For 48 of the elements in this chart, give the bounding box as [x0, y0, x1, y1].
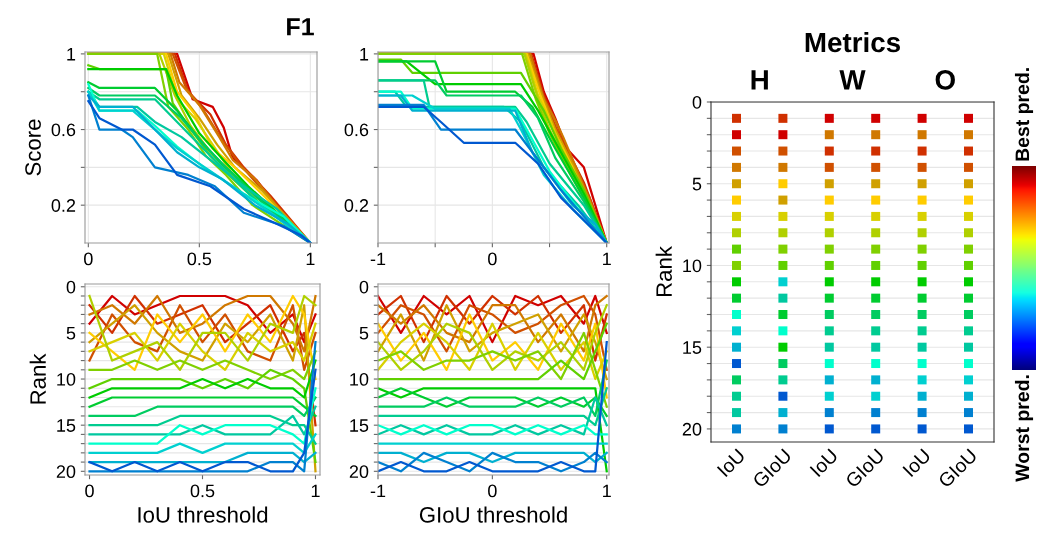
- y-tick-label: 0.2: [51, 199, 76, 212]
- x-tick-label: 0: [85, 484, 94, 498]
- x-tick-label: 0.5: [190, 484, 215, 498]
- y-tick-label: 5: [66, 327, 76, 340]
- text: Worst pred.: [1014, 375, 1034, 482]
- x-tick-label: IoU: [902, 448, 932, 478]
- x-tick-label: 0: [488, 484, 497, 498]
- text: Best pred.: [1014, 68, 1034, 161]
- y-tick-label: 10: [683, 259, 702, 273]
- y-tick-label: 5: [692, 177, 702, 191]
- y-tick-label: 0.2: [344, 199, 369, 212]
- text: W: [839, 70, 866, 90]
- y-tick-label: 15: [57, 419, 76, 432]
- x-tick-label: IoU: [809, 448, 839, 478]
- text: O: [935, 70, 955, 90]
- y-tick-label: 20: [349, 465, 369, 479]
- y-tick-label: 0.6: [344, 123, 369, 137]
- x-tick-label: -1: [370, 252, 386, 266]
- y-tick-label: 20: [682, 422, 702, 436]
- y-tick-label: 1: [360, 48, 369, 61]
- x-tick-label: 0.5: [187, 252, 212, 266]
- x-axis-title: IoU threshold: [138, 506, 268, 523]
- y-tick-label: 1: [67, 48, 76, 61]
- text: H: [751, 70, 768, 90]
- x-tick-label: 0: [84, 252, 93, 266]
- x-tick-label: IoU: [716, 448, 746, 478]
- y-tick-label: 20: [56, 465, 76, 479]
- y-tick-label: 5: [359, 327, 369, 340]
- y-axis-title: Rank: [29, 353, 46, 404]
- y-tick-label: 10: [57, 372, 76, 386]
- x-axis-title: GIoU threshold: [419, 506, 567, 523]
- y-tick-label: 0: [692, 95, 702, 109]
- y-tick-label: 0: [359, 280, 369, 294]
- x-tick-label: 0: [488, 252, 497, 266]
- y-tick-label: 15: [683, 341, 702, 354]
- y-axis-title: Rank: [655, 246, 672, 297]
- x-tick-label: -1: [370, 484, 386, 498]
- y-tick-label: 10: [350, 372, 369, 386]
- x-tick-label: 1: [306, 252, 315, 266]
- y-tick-label: 15: [350, 419, 369, 432]
- y-axis-title: Score: [25, 119, 41, 176]
- x-tick-label: 1: [603, 252, 611, 266]
- x-tick-label: 1: [603, 484, 611, 498]
- y-tick-label: 0: [66, 280, 76, 294]
- y-tick-label: 0.6: [51, 123, 76, 137]
- chart-title: F1: [287, 18, 314, 36]
- x-tick-label: 1: [311, 484, 320, 498]
- chart-title: Metrics: [805, 31, 900, 53]
